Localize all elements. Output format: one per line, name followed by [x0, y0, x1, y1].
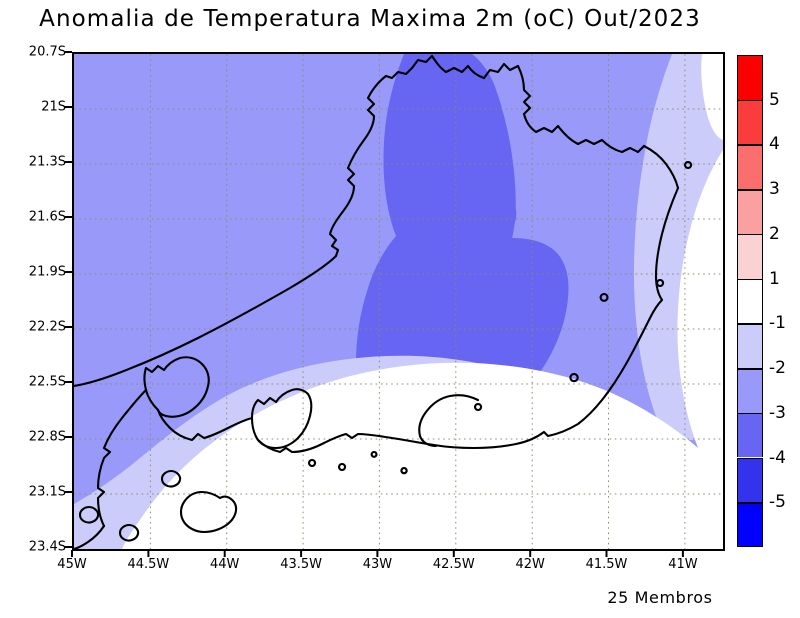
- colorbar-label: -2: [769, 358, 786, 379]
- island-small-9: [569, 372, 579, 383]
- islet-sw-3: [160, 469, 182, 488]
- xtick-label: 42.5W: [432, 557, 475, 572]
- ytick-label: 22.5S: [28, 374, 66, 390]
- chart-caption: 25 Membros: [607, 588, 713, 607]
- coastline-and-borders: [74, 54, 693, 549]
- colorbar-label: 1: [769, 268, 780, 289]
- colorbar-band-below-minus5: [737, 502, 763, 547]
- coast-central: [256, 432, 436, 454]
- islet-sw-2: [118, 523, 140, 542]
- ytick-label: 21S: [41, 99, 66, 115]
- xtick-label: 41.5W: [585, 557, 628, 572]
- anomaly-map: [74, 54, 723, 549]
- ytick-label: 21.3S: [28, 154, 66, 170]
- ytick-label: 23.4S: [28, 539, 66, 555]
- border-northwest-spur: [410, 54, 486, 80]
- coast-east: [432, 186, 680, 450]
- colorbar-label: -3: [769, 402, 786, 423]
- island-small-1: [308, 458, 317, 467]
- colorbar-label: -1: [769, 313, 786, 334]
- colorbar-label: 3: [769, 179, 780, 200]
- island-small-5: [474, 402, 483, 411]
- xtick-label: 45W: [57, 557, 87, 572]
- island-small-4: [370, 450, 378, 458]
- xtick-label: 44W: [209, 557, 240, 572]
- bay-guanabara: [250, 388, 313, 450]
- colorbar-label: -4: [769, 447, 786, 468]
- ytick-label: 22.8S: [28, 429, 66, 445]
- colorbar-label: -5: [769, 492, 786, 513]
- bay-sepetiba: [143, 356, 210, 418]
- border-north: [482, 62, 646, 154]
- coast-southwest: [96, 388, 148, 528]
- plot-area: 45W 44.5W 44W 43.5W 43W 42.5W 42W 41.5W …: [29, 45, 725, 572]
- border-interior-north: [328, 66, 414, 258]
- colorbar-label: 2: [769, 223, 780, 244]
- coast-cape-detail: [418, 394, 480, 448]
- plot-frame: [72, 52, 725, 551]
- ytick-label: 22.2S: [28, 319, 66, 335]
- colorbar-band-minus3-minus2: [737, 368, 763, 413]
- colorbar-band-minus5-minus4: [737, 457, 763, 503]
- xtick-label: 43.5W: [280, 557, 322, 572]
- xtick-label: 43W: [362, 557, 393, 572]
- colorbar-label: 4: [769, 134, 780, 155]
- colorbar-band-minus1-1: [737, 278, 763, 324]
- xtick-label: 42W: [515, 557, 545, 572]
- coast-far-southwest: [74, 524, 106, 549]
- coast-rio: [156, 408, 254, 442]
- island-small-2: [338, 462, 347, 471]
- border-northwest: [74, 254, 338, 388]
- chart-title: Anomalia de Temperatura Maxima 2m (oC) O…: [39, 6, 701, 32]
- colorbar-label: 5: [769, 89, 780, 110]
- ytick-label: 21.9S: [28, 264, 66, 280]
- contour-band-minus4-minus3-bridge: [390, 191, 517, 247]
- island-small-7: [656, 278, 665, 287]
- colorbar-band-minus2-minus1: [737, 323, 763, 369]
- colorbar-band-4-5: [737, 99, 763, 145]
- contour-band-minus1-plus1-far-east: [701, 54, 723, 140]
- island-small-6: [599, 292, 609, 302]
- border-northeast: [642, 144, 680, 190]
- tick-marks: [65, 51, 684, 557]
- xtick-label: 41W: [668, 557, 698, 572]
- colorbar-band-minus4-minus3: [737, 412, 763, 458]
- colorbar: 5 4 3 2 1 -1 -2 -3 -4 -5: [737, 55, 786, 547]
- ytick-label: 23.1S: [28, 484, 66, 500]
- colorbar-band-2-3: [737, 189, 763, 234]
- island-small-3: [400, 466, 408, 475]
- colorbar-band-1-2: [737, 233, 763, 279]
- colorbar-band-above-5: [737, 55, 763, 100]
- islet-sw-1: [78, 505, 100, 524]
- ytick-label: 21.6S: [28, 209, 66, 225]
- island-ilha-grande: [179, 490, 238, 534]
- ytick-label: 20.7S: [28, 44, 66, 60]
- island-small-8: [684, 160, 693, 169]
- colorbar-band-3-4: [737, 144, 763, 190]
- xtick-label: 44.5W: [127, 557, 170, 572]
